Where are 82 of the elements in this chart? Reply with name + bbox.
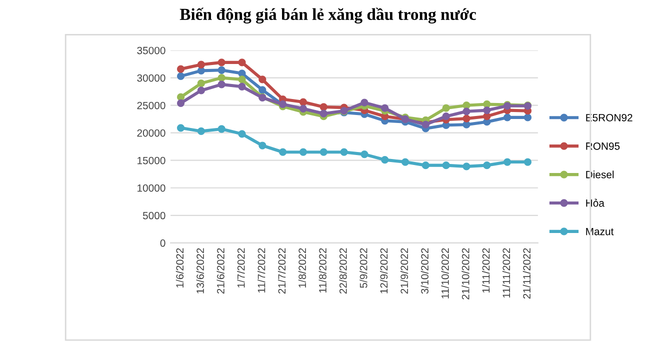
point [238,70,246,78]
point [360,150,368,158]
chart-title: Biến động giá bán lẻ xăng dầu trong nước [180,8,476,24]
x-tick-label: 21/6/2022 [216,248,224,294]
point [422,161,430,170]
point [258,76,266,84]
y-tick-label: 20000 [137,129,166,137]
x-tick-label: 21/9/2022 [400,248,408,294]
x-tick-label: 3/10/2022 [420,248,428,294]
point [483,112,491,120]
point [340,148,348,156]
point [299,98,308,106]
point [197,86,205,94]
point [442,112,450,120]
x-tick-label: 21/7/2022 [278,248,286,294]
point [218,58,226,66]
point [299,148,308,156]
point [462,162,470,170]
point [442,161,450,170]
legend-label: Hỏa [586,198,604,207]
point [483,161,491,170]
point [462,108,470,116]
x-tick-label: 13/6/2022 [196,248,204,294]
point [462,102,470,110]
y-tick-label: 0 [160,239,166,247]
point [462,114,470,122]
legend-label: Mazut [586,228,614,236]
point [238,82,246,90]
point [176,65,185,73]
point [258,86,266,94]
x-tick-label: 11/10/2022 [441,248,449,298]
y-tick-label: 35000 [137,46,166,54]
point [176,124,185,132]
legend-label: E5RON92 [586,114,632,122]
point [401,158,410,166]
point [258,142,266,150]
point [483,106,491,114]
x-tick-label: 1/11/2022 [482,248,490,293]
point [238,130,246,138]
point [197,127,205,136]
point [176,72,185,80]
legend-label: Diesel [586,170,614,178]
point [381,104,389,112]
point [278,148,287,156]
point [524,158,532,166]
point [442,104,450,112]
point [320,148,328,156]
y-tick-label: 15000 [138,156,166,164]
y-tick-label: 25000 [137,102,166,110]
x-tick-label: 21/10/2022 [462,248,470,300]
point [218,66,226,74]
point [503,158,512,166]
point [360,98,368,106]
point [197,60,205,68]
point [320,103,328,111]
point [218,74,226,82]
x-tick-label: 11/8/2022 [318,248,326,293]
x-tick-label: 11/11/2022 [502,248,510,298]
x-tick-label: 12/9/2022 [380,248,388,294]
point [238,76,246,84]
x-tick-label: 21/11/2022 [522,248,531,299]
x-tick-label: 11/7/2022 [258,248,266,293]
x-tick-label: 5/9/2022 [360,248,368,288]
x-tick-label: 1/6/2022 [176,248,184,288]
legend-label: RON95 [586,142,620,150]
point [218,80,226,88]
point [197,80,205,88]
point [381,156,389,164]
y-tick-label: 5000 [142,212,166,220]
point [238,58,246,66]
point [176,99,185,107]
point [197,66,205,74]
point [524,114,532,122]
x-tick-label: 1/7/2022 [237,248,245,288]
x-tick-label: 22/8/2022 [339,248,347,294]
point [176,93,185,101]
point [503,114,512,122]
y-tick-label: 10000 [138,184,166,192]
y-tick-label: 30000 [137,74,166,82]
point [218,125,226,133]
x-tick-label: 1/8/2022 [298,248,306,288]
point [462,120,470,128]
